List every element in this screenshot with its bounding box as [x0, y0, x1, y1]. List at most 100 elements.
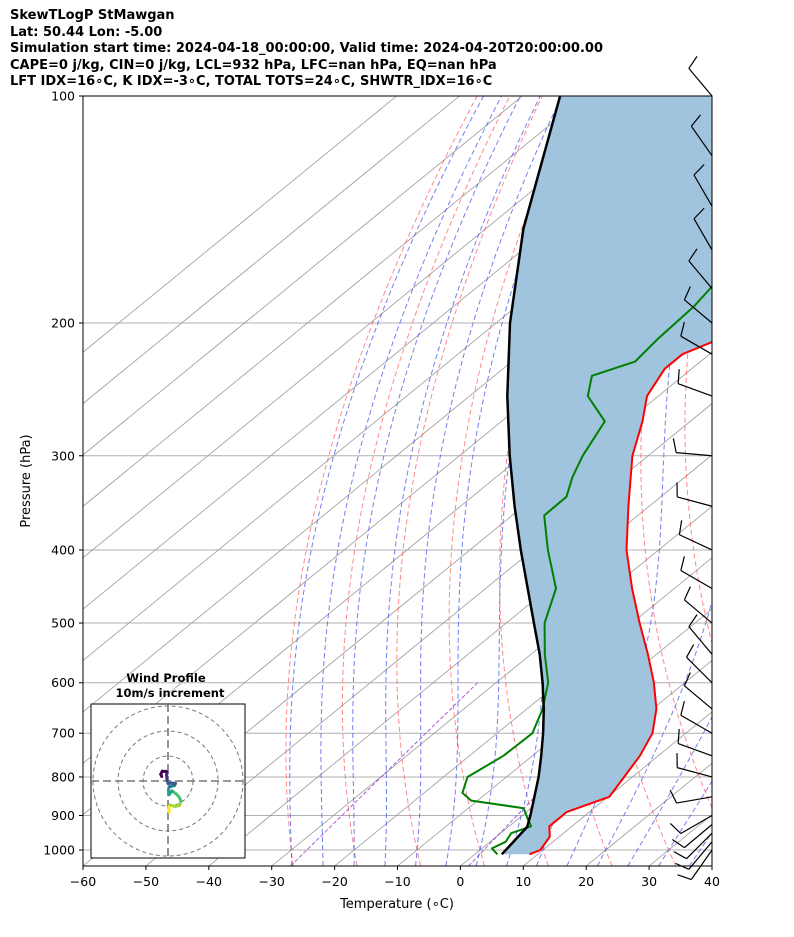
wind-barb [672, 824, 713, 849]
wind-barb [680, 700, 713, 734]
dry-adiabat [769, 96, 794, 866]
wind-barb [688, 614, 713, 655]
dry-adiabat [728, 96, 794, 866]
wind-barbs [669, 56, 713, 881]
x-tick-label: 10 [515, 874, 531, 889]
isotherm-line [208, 454, 712, 866]
mixing-ratio-line [290, 682, 478, 866]
barb-shaft [677, 383, 713, 397]
barb-feather [680, 321, 685, 337]
time-line: Simulation start time: 2024-04-18_00:00:… [10, 41, 603, 56]
wind-barb [693, 164, 713, 207]
isotherm-line [775, 96, 794, 866]
barb-feather [686, 644, 695, 658]
barb-shaft [680, 570, 713, 590]
x-tick-label: 0 [456, 874, 464, 889]
isotherm-line [83, 96, 397, 353]
isotherm-line [271, 505, 712, 866]
barb-feather [683, 672, 691, 687]
dry-adiabat [285, 96, 478, 866]
isotherm-line [334, 557, 712, 866]
barb-shaft [690, 849, 713, 880]
wind-barb [688, 56, 713, 97]
chart-header: SkewTLogP StMawgan Lat: 50.44 Lon: -5.00… [10, 8, 603, 91]
parcel-profile [500, 96, 562, 856]
wind-barb [683, 586, 713, 624]
barb-shaft [688, 260, 713, 289]
dry-adiabat [594, 96, 677, 866]
dewpoint-profile [461, 285, 712, 855]
y-tick-label: 900 [51, 808, 75, 823]
wind-barb [688, 248, 713, 289]
wind-barb [686, 644, 713, 684]
y-axis-label: Pressure (hPa) [19, 434, 34, 527]
dry-adiabat [341, 96, 511, 866]
y-tick-label: 600 [51, 675, 75, 690]
barb-shaft [684, 824, 713, 849]
barb-shaft [688, 841, 713, 870]
barb-feather [680, 556, 685, 571]
barb-shaft [688, 626, 713, 655]
y-tick-label: 300 [51, 448, 75, 463]
x-tick-label: −60 [70, 874, 96, 889]
barb-shaft [677, 742, 713, 757]
x-tick-label: 20 [578, 874, 594, 889]
barb-feather [669, 822, 682, 834]
x-axis-label: Temperature (∘C) [339, 897, 454, 912]
wind-barb [680, 556, 713, 590]
barb-shaft [690, 125, 713, 157]
wind-barb [683, 286, 713, 324]
profiles [461, 96, 712, 856]
wind-barb [675, 841, 713, 870]
barb-shaft [684, 599, 713, 624]
wind-barb [673, 832, 713, 860]
wind-barb [676, 753, 713, 778]
wind-barb [677, 849, 713, 881]
barb-feather [690, 114, 701, 127]
y-tick-label: 500 [51, 616, 75, 631]
moist-adiabat [596, 599, 712, 866]
barb-shaft [686, 656, 713, 684]
x-tick-label: −10 [384, 874, 410, 889]
barb-shaft [684, 299, 713, 324]
barb-feather [693, 164, 705, 176]
barb-feather [669, 789, 678, 804]
barb-feather [693, 207, 705, 220]
isotherm-line [83, 96, 523, 456]
location-line: Lat: 50.44 Lon: -5.00 [10, 24, 163, 40]
wind-barb [669, 815, 713, 835]
y-tick-label: 200 [51, 315, 75, 330]
dry-adiabat [684, 190, 712, 645]
barb-shaft [693, 174, 713, 207]
wind-barb [676, 482, 713, 507]
dry-adiabat [448, 96, 576, 866]
barb-shaft [693, 218, 713, 251]
moist-adiabat [289, 96, 485, 866]
barb-feather [672, 838, 685, 849]
x-tick-label: 30 [641, 874, 657, 889]
barb-shaft [686, 832, 713, 860]
barb-shaft [684, 685, 713, 710]
chart-title: SkewTLogP StMawgan [10, 8, 175, 23]
x-tick-label: −40 [196, 874, 222, 889]
negative-area-shading [501, 96, 712, 855]
isotherm-line [711, 865, 712, 866]
y-tick-label: 700 [51, 726, 75, 741]
indices-line: LFT IDX=16∘C, K IDX=-3∘C, TOTAL TOTS=24∘… [10, 74, 493, 89]
wind-barb [678, 520, 713, 551]
wind-barb [690, 114, 713, 157]
barb-feather [683, 286, 691, 301]
wind-barb [680, 321, 713, 355]
y-tick-label: 100 [51, 89, 75, 104]
barb-feather [678, 520, 683, 535]
barb-shaft [680, 714, 713, 734]
y-tick-label: 1000 [43, 843, 75, 858]
barb-shaft [680, 815, 713, 835]
x-tick-label: 40 [704, 874, 720, 889]
isotherm-line [83, 96, 586, 507]
hodograph-segment [159, 772, 164, 778]
cape-line: CAPE=0 j/kg, CIN=0 j/kg, LCL=932 hPa, LF… [10, 57, 497, 73]
barb-shaft [680, 335, 713, 355]
barb-shaft [676, 452, 713, 457]
isotherm-line [523, 711, 712, 866]
